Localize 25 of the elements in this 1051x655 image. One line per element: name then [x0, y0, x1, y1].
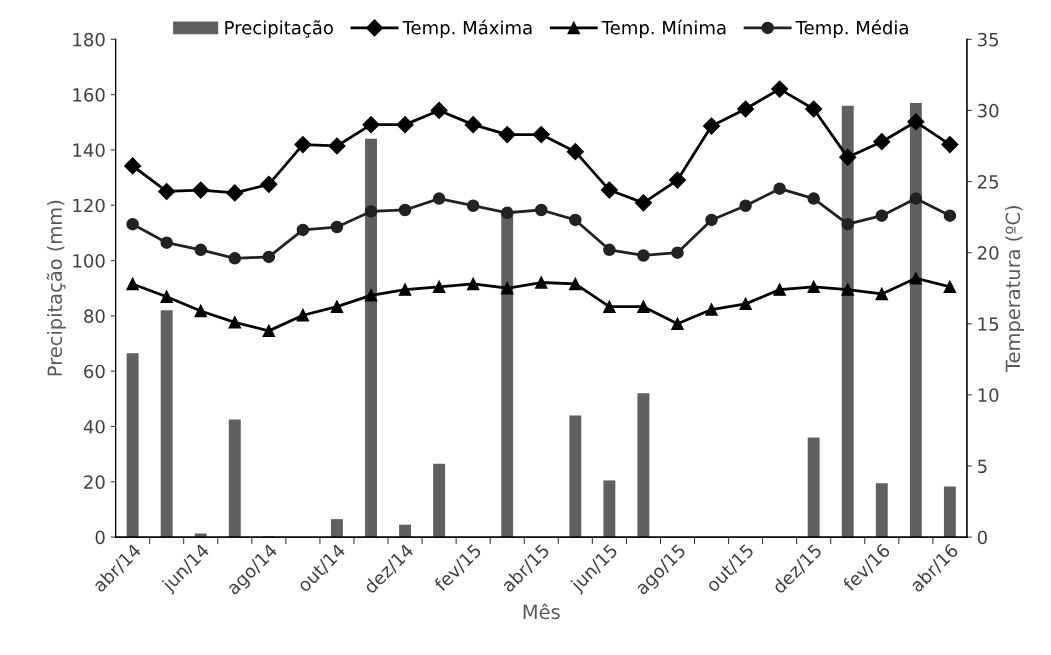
y-tick-label: 120: [73, 198, 105, 213]
y2-tick-label: 0: [977, 530, 987, 545]
y2-tick-label: 20: [977, 246, 999, 260]
y2-axis-title: Temperatura (ºC): [1005, 206, 1024, 373]
legend-label: Temp. Máxima: [402, 19, 532, 38]
y-tick-label: 40: [83, 419, 105, 434]
y2-tick-label: 25: [977, 174, 999, 189]
y-tick-label: 0: [95, 530, 105, 545]
y-tick-label: 60: [84, 364, 105, 379]
legend-label: Temp. Mínima: [601, 19, 726, 38]
y2-tick-label: 15: [978, 317, 999, 331]
legend-label: Temp. Média: [795, 19, 908, 38]
y-tick-label: 80: [84, 309, 105, 323]
y-tick-label: 100: [73, 254, 105, 268]
y-tick-label: 180: [73, 32, 105, 47]
y2-tick-label: 35: [978, 32, 999, 47]
y-tick-label: 160: [73, 88, 105, 102]
y-tick-label: 140: [73, 143, 105, 158]
y-axis-title: Precipitação (mm): [46, 200, 66, 376]
y2-tick-label: 10: [978, 388, 999, 402]
y2-tick-label: 5: [978, 459, 987, 474]
x-axis-title: Mês: [523, 603, 560, 620]
y2-tick-label: 30: [978, 103, 999, 118]
y-tick-label: 20: [84, 475, 105, 489]
legend-label: Precipitação: [225, 20, 333, 38]
